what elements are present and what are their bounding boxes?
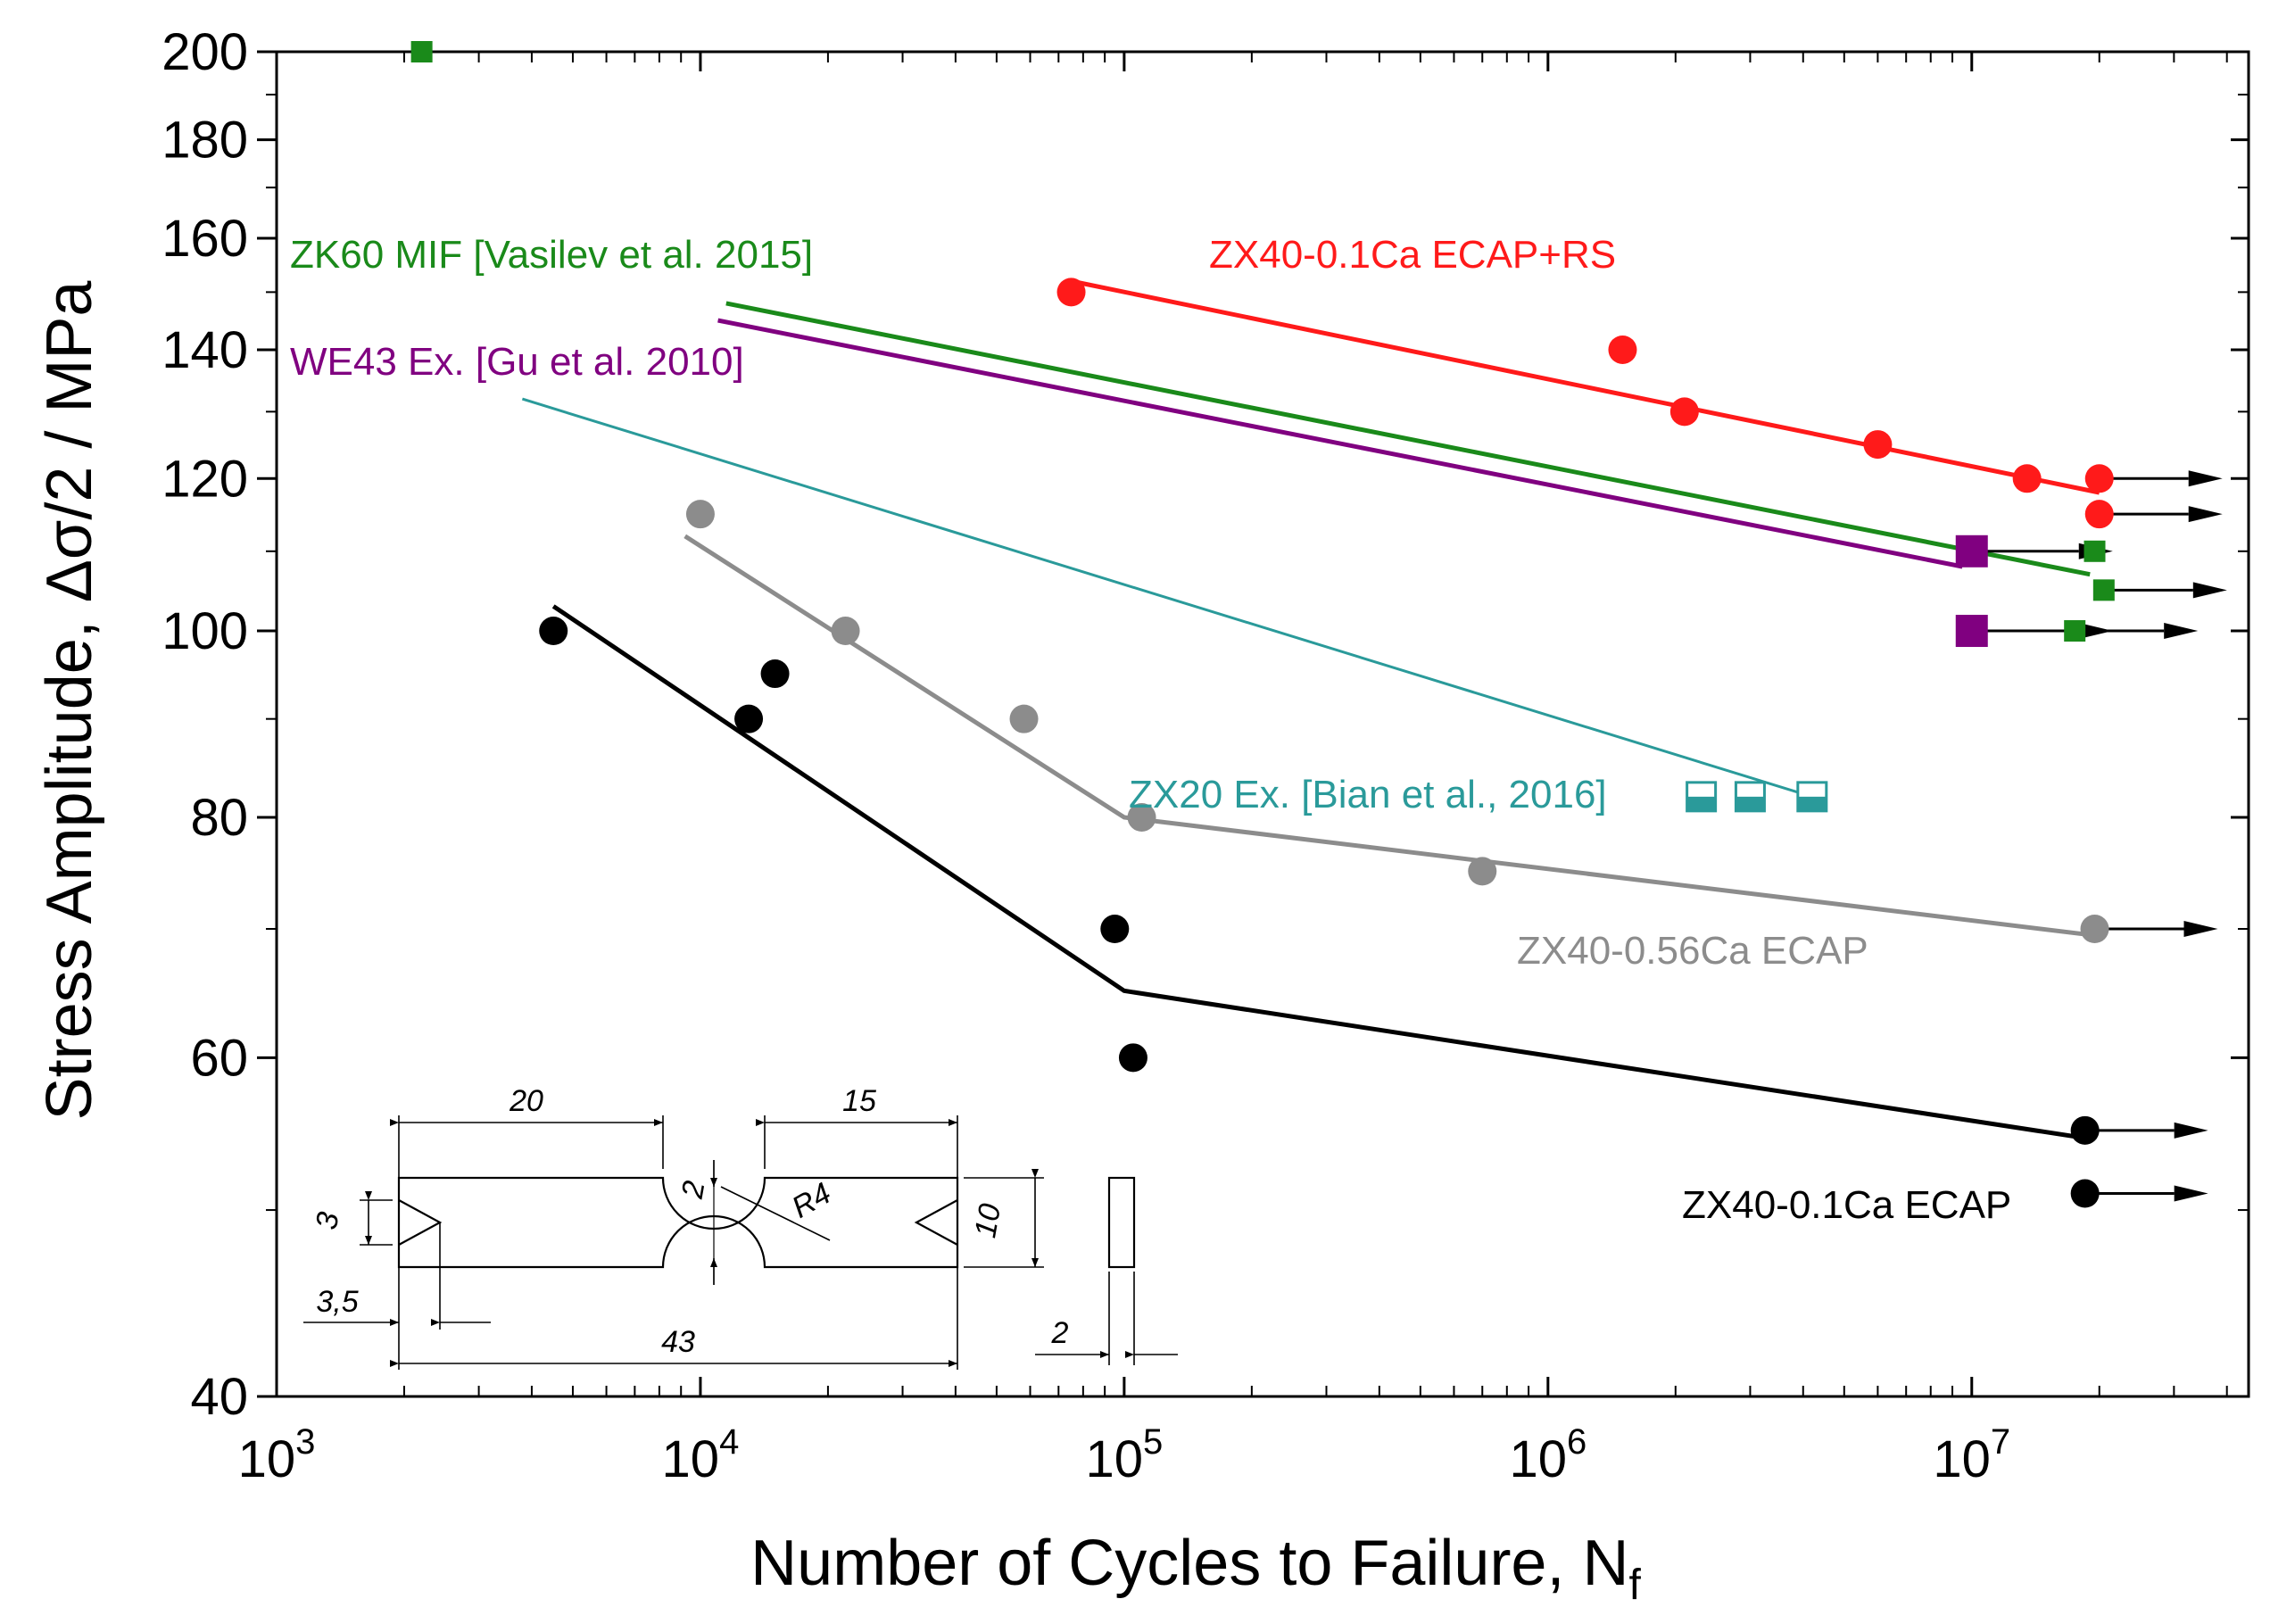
runout-arrowhead-zx40-0-1ca-ecap-rs (2188, 470, 2223, 487)
dim-2-thickness: 2 (1051, 1316, 1069, 1350)
data-points (410, 41, 2115, 1208)
fit-line-zx40-0-56ca-ecap (683, 534, 2091, 938)
point-zx40-0-1ca-ecap-rs (2084, 464, 2114, 493)
x-axis-title-sub: f (1628, 1562, 1641, 1609)
fit-line-zx40-0-1ca-ecap (551, 604, 2086, 1140)
point-zx40-0-56ca-ecap (1468, 857, 1497, 886)
y-tick-label: 60 (190, 1029, 248, 1087)
point-zx40-0-1ca-ecap-rs (1056, 278, 1086, 307)
specimen-side-view (1107, 1176, 1136, 1269)
runout-arrowhead-zx40-0-56ca-ecap (2183, 921, 2218, 938)
point-zx40-0-1ca-ecap (734, 704, 764, 733)
plot-frame (275, 50, 2250, 1398)
x-tick-label: 105 (1085, 1422, 1163, 1488)
y-tick-label: 40 (190, 1368, 248, 1426)
point-zx40-0-1ca-ecap (1118, 1043, 1147, 1073)
y-tick-label: 200 (162, 23, 248, 81)
point-zx40-0-1ca-ecap-rs (2012, 464, 2042, 493)
y-tick-label: 160 (162, 210, 248, 268)
point-zk60-mif-vasilev-et-al-2015 (2092, 579, 2115, 601)
point-zk60-mif-vasilev-et-al-2015 (410, 41, 433, 62)
runout-arrowhead-zx40-0-1ca-ecap (2174, 1185, 2208, 1202)
point-zx40-0-56ca-ecap (1009, 704, 1039, 733)
fit-line-zx40-0-1ca-ecap-rs (1070, 278, 2100, 495)
x-tick-label: 106 (1509, 1422, 1587, 1488)
series-label-zx40-0-56ca-ecap: ZX40-0.56Ca ECAP (1517, 929, 1868, 973)
dim-2-neck: 2 (675, 1178, 712, 1201)
runout-arrowhead-zx40-0-1ca-ecap-rs (2188, 506, 2223, 523)
runout-arrowhead-we43-ex-gu-et-al-2010 (2078, 623, 2113, 640)
point-zk60-mif-vasilev-et-al-2015 (2064, 620, 2086, 642)
point-zx40-0-1ca-ecap (1100, 915, 1130, 944)
point-we43-ex-gu-et-al-2010 (1955, 615, 1988, 648)
point-zx40-0-1ca-ecap (2070, 1179, 2100, 1208)
y-tick-label: 100 (162, 602, 248, 660)
fit-line-zx20-ex-bian-et-al-2016 (521, 397, 1813, 799)
dim-43: 43 (661, 1325, 695, 1359)
y-axis-title: Stress Amplitude, Δσ/2 / MPa (34, 280, 105, 1121)
point-fill-zx20-ex-bian-et-al-2016 (1686, 796, 1716, 811)
series-labels: ZX40-0.1Ca ECAP+RS ZK60 MIF [Vasilev et a… (290, 233, 2011, 1227)
runout-arrowhead-zk60-mif-vasilev-et-al-2015 (2164, 623, 2199, 640)
dim-10: 10 (968, 1201, 1007, 1240)
dim-r4: R4 (786, 1176, 837, 1225)
specimen-inset-drawing: 20 15 2 R4 3 10 3,5 43 2 (303, 1084, 1178, 1370)
point-zx40-0-56ca-ecap (2080, 915, 2109, 944)
specimen-notch-right (914, 1199, 958, 1246)
point-we43-ex-gu-et-al-2010 (1955, 534, 1988, 568)
point-zx40-0-1ca-ecap-rs (2084, 500, 2114, 529)
fit-line-we43-ex-gu-et-al-2010 (717, 318, 1963, 569)
point-zx40-0-1ca-ecap-rs (1863, 430, 1893, 460)
point-fill-zx20-ex-bian-et-al-2016 (1736, 796, 1765, 811)
point-zx40-0-1ca-ecap (539, 617, 568, 646)
x-tick-label: 103 (238, 1422, 316, 1488)
specimen-notch-left (398, 1199, 443, 1246)
runout-arrowhead-zx40-0-1ca-ecap (2174, 1122, 2208, 1139)
point-zx40-0-1ca-ecap (760, 659, 790, 689)
point-zx40-0-1ca-ecap-rs (1608, 335, 1637, 364)
series-label-zx40-0-1ca-ecap: ZX40-0.1Ca ECAP (1682, 1183, 2011, 1227)
point-zx40-0-1ca-ecap-rs (1669, 397, 1699, 427)
point-zx40-0-56ca-ecap (1127, 802, 1156, 832)
y-tick-label: 140 (162, 321, 248, 379)
dim-3-5: 3,5 (316, 1285, 358, 1319)
point-zx40-0-56ca-ecap (831, 617, 860, 646)
x-axis-title-main: Number of Cycles to Failure, N (750, 1528, 1628, 1599)
dim-3: 3 (310, 1209, 346, 1231)
runout-arrowhead-zk60-mif-vasilev-et-al-2015 (2192, 582, 2227, 599)
y-tick-label: 120 (162, 450, 248, 508)
y-tick-label: 180 (162, 112, 248, 170)
runout-arrows (1978, 470, 2227, 1202)
axis-ticks (257, 50, 2249, 1398)
dim-20: 20 (509, 1084, 543, 1118)
x-tick-label: 104 (662, 1422, 740, 1488)
point-zk60-mif-vasilev-et-al-2015 (2084, 540, 2106, 562)
point-fill-zx20-ex-bian-et-al-2016 (1797, 796, 1827, 811)
series-label-zx20-ex-bian-et-al-2016: ZX20 Ex. [Bian et al., 2016] (1129, 773, 1607, 816)
y-tick-label: 80 (190, 789, 248, 847)
dim-15: 15 (842, 1084, 876, 1118)
series-label-zk60-mif-vasilev-et-al-2015: ZK60 MIF [Vasilev et al. 2015] (290, 233, 813, 277)
x-tick-label: 107 (1933, 1422, 2010, 1488)
series-label-we43-ex-gu-et-al-2010: WE43 Ex. [Gu et al. 2010] (290, 340, 744, 384)
plot-border (275, 50, 2250, 1398)
series-label-zx40-0-1ca-ecap-rs: ZX40-0.1Ca ECAP+RS (1209, 233, 1616, 277)
point-zx40-0-56ca-ecap (685, 500, 715, 529)
x-axis-title: Number of Cycles to Failure, Nf (750, 1528, 1641, 1609)
point-zx40-0-1ca-ecap (2070, 1115, 2100, 1145)
fit-line-zk60-mif-vasilev-et-al-2015 (725, 301, 2091, 577)
